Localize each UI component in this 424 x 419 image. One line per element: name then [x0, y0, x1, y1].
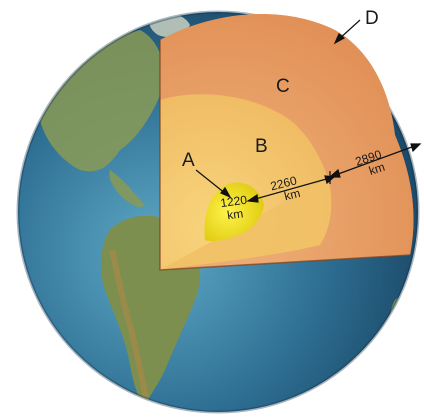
label-crust: D — [365, 8, 379, 29]
measurement-outer-core: 2260 km — [269, 173, 302, 203]
label-mantle: C — [276, 76, 290, 97]
andes-highlands — [109, 249, 149, 401]
annotation-arrows — [195, 19, 422, 203]
inner-core-unit: km — [226, 206, 244, 222]
outer-core-unit: km — [283, 186, 302, 203]
interior-cutaway — [159, 13, 414, 271]
outer-core-value: 2260 — [269, 173, 299, 193]
outer-core-layer — [160, 94, 328, 270]
inner-core-value: 1220 — [219, 193, 248, 211]
measurement-inner-core: 1220 km — [219, 193, 248, 223]
mantle-unit: km — [367, 160, 387, 178]
inner-core-layer — [204, 182, 264, 242]
label-inner-core: A — [182, 150, 195, 171]
continent-central-america — [109, 170, 145, 207]
label-outer-core: B — [255, 136, 268, 157]
measurement-mantle: 2890 km — [354, 147, 387, 178]
